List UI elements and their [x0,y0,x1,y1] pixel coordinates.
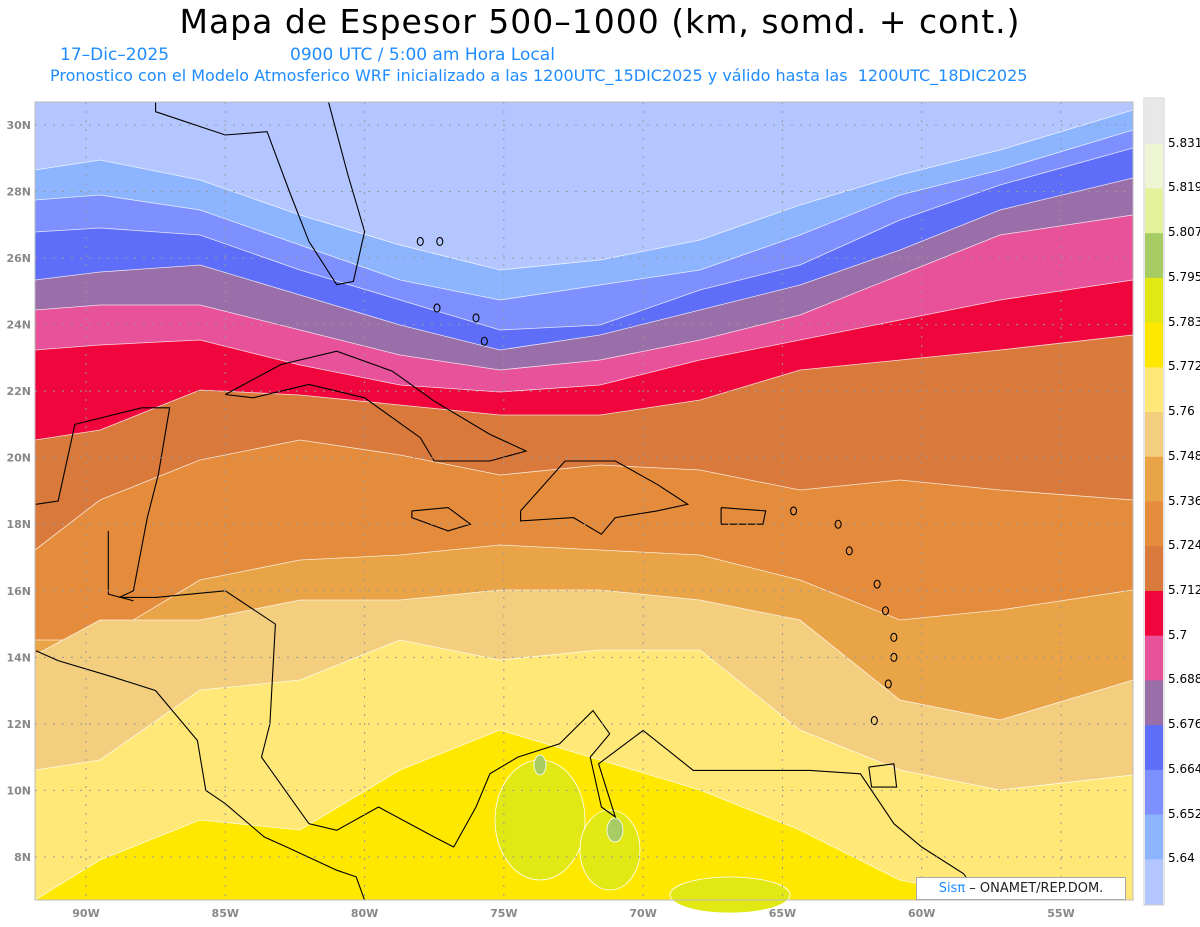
lat-tick-label: 22N [6,385,31,398]
colorbar-label: 5.831 [1168,135,1200,150]
colorbar-label: 5.772 [1168,359,1200,374]
thickness-patch [494,759,586,881]
colorbar-label: 5.664 [1168,761,1200,776]
colorbar-label: 5.748 [1168,448,1200,463]
thickness-patch [533,754,547,776]
island [433,303,441,313]
colorbar-swatch [1145,814,1163,860]
colorbar-label: 5.807 [1168,225,1200,240]
thickness-fill [33,102,1134,914]
colorbar-swatch [1145,769,1163,816]
island [873,579,881,589]
coastline [155,101,366,286]
colorbar-label: 5.819 [1168,180,1200,195]
colorbar-label: 5.7 [1168,627,1188,642]
colorbar-swatch [1145,412,1163,458]
credit-brand: Sisπ [938,881,966,896]
lon-tick-label: 90W [72,907,99,920]
colorbar-swatch [1145,99,1163,145]
coastline [868,763,898,788]
lat-tick-label: 8N [14,851,31,864]
colorbar-swatch [1145,456,1163,502]
map-frame [34,101,1134,901]
lat-tick-label: 26N [6,252,31,265]
colorbar-swatch [1145,188,1163,234]
colorbar-frame [1143,97,1165,906]
lat-tick-label: 30N [6,119,31,132]
map-title: Mapa de Espesor 500–1000 (km, somd. + co… [179,2,1021,41]
lat-tick-label: 14N [6,651,31,664]
colorbar-swatch [1145,143,1163,189]
colorbar-label: 5.712 [1168,582,1200,597]
coastlines [35,101,984,901]
axis-ticks: 90W 85W 80W 75W 70W 65W 60W 55W 30N 28N 26N 24N 22N 2… [6,119,1074,920]
lon-tick-label: 70W [629,907,656,920]
lon-tick-label: 65W [769,907,796,920]
model-subtitle: Pronostico con el Modelo Atmosferico WRF… [50,66,1028,85]
graticule [35,102,1133,900]
colorbar-label: 5.688 [1168,672,1200,687]
colorbar [1143,97,1165,906]
lon-tick-label: 60W [908,907,935,920]
island [436,236,444,246]
lat-tick-label: 10N [6,784,31,797]
lon-tick-label: 85W [212,907,239,920]
colorbar-label: 5.64 [1168,851,1195,866]
colorbar-swatch [1145,680,1163,726]
coastline [411,507,472,532]
lat-tick-label: 20N [6,452,31,465]
island [870,715,878,726]
colorbar-label: 5.736 [1168,493,1200,508]
forecast-time: 0900 UTC / 5:00 am Hora Local [290,45,555,65]
colorbar-swatch [1145,233,1163,279]
lat-tick-label: 16N [6,585,31,598]
coastline [720,507,767,525]
island [881,606,890,616]
lat-tick-label: 12N [6,718,31,731]
colorbar-swatch [1145,277,1163,324]
colorbar-label: 5.676 [1168,717,1200,732]
island [790,506,798,516]
forecast-date: 17–Dic–2025 [60,45,170,65]
thickness-patch [669,876,791,914]
colorbar-swatch [1145,635,1163,681]
lon-tick-label: 55W [1047,907,1074,920]
colorbar-swatch [1145,367,1163,413]
island [480,336,488,346]
thickness-patch [579,809,641,891]
colorbar-swatch [1145,725,1163,771]
lat-tick-label: 28N [6,186,31,199]
coastline [35,650,366,901]
coastline [225,350,528,462]
credit-text: – ONAMET/REP.DOM. [965,881,1104,896]
island [845,546,853,556]
colorbar-swatch [1145,859,1163,905]
colorbar-swatch [1145,501,1163,547]
lat-tick-label: 24N [6,319,31,332]
colorbar-swatch [1145,546,1163,592]
island [890,632,898,642]
lon-tick-label: 80W [351,907,378,920]
colorbar-swatch [1145,322,1163,368]
coastline [35,407,984,901]
colorbar-label: 5.724 [1168,538,1200,553]
coastline [107,530,134,602]
thickness-patch [606,817,624,843]
coastline [520,460,690,535]
lon-tick-label: 75W [490,907,517,920]
island [416,236,424,246]
colorbar-label: 5.76 [1168,404,1195,419]
colorbar-label: 5.652 [1168,806,1200,821]
island [884,679,892,689]
island [834,519,842,529]
island [472,313,480,323]
colorbar-swatch [1145,590,1163,637]
colorbar-label: 5.783 [1168,314,1200,329]
colorbar-label: 5.795 [1168,269,1200,284]
credit-box: Sisπ – ONAMET/REP.DOM. [916,877,1126,900]
lat-tick-label: 18N [6,518,31,531]
